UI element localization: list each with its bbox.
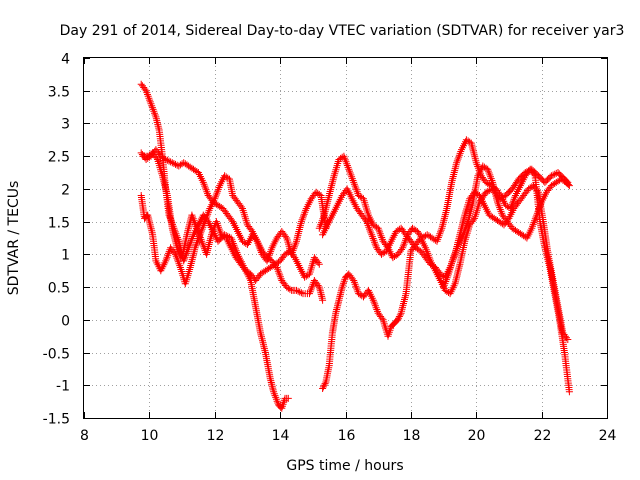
y-tick-label: 2.5 (48, 150, 70, 166)
y-tick-label: -1 (56, 379, 70, 395)
series-markers (315, 136, 573, 396)
y-tick-label: 3.5 (48, 85, 70, 101)
x-tick-label: 12 (207, 428, 225, 444)
chart-title: Day 291 of 2014, Sidereal Day-to-day VTE… (60, 23, 625, 39)
y-tick-label: 3 (61, 117, 70, 133)
plot-frame (83, 57, 608, 419)
series-markers (440, 162, 573, 291)
x-tick-label: 18 (403, 428, 421, 444)
y-tick-label: 0 (61, 314, 70, 330)
y-tick-label: 2 (61, 183, 70, 199)
series-track-8 (440, 162, 573, 291)
x-tick-label: 16 (338, 428, 356, 444)
x-tick-label: 10 (141, 428, 159, 444)
axis-ticks: 8 10 12 14 16 18 20 22 24 -1.5 -1 -0.5 0 0.5 1 1.5 2 2.5 3… (43, 52, 617, 445)
y-tick-label: 0.5 (48, 281, 70, 297)
x-axis-label: GPS time / hours (286, 458, 403, 474)
y-tick-label: -0.5 (43, 347, 70, 363)
x-tick-label: 24 (599, 428, 617, 444)
series-track-3 (137, 172, 330, 288)
y-tick-label: 1 (61, 248, 70, 264)
y-tick-label: 1.5 (48, 216, 70, 232)
x-tick-label: 20 (468, 428, 486, 444)
x-tick-label: 14 (272, 428, 290, 444)
x-tick-label: 8 (80, 428, 89, 444)
y-tick-label: -1.5 (43, 412, 70, 428)
y-axis-label: SDTVAR / TECUs (6, 181, 22, 296)
series-track-1 (137, 80, 292, 412)
series-track-6 (315, 136, 573, 396)
data-series (137, 80, 573, 412)
series-track-4 (139, 149, 323, 284)
y-tick-label: 4 (61, 52, 70, 68)
series-markers (139, 149, 323, 284)
x-tick-label: 22 (534, 428, 552, 444)
series-markers (137, 80, 292, 412)
series-markers (137, 172, 330, 288)
